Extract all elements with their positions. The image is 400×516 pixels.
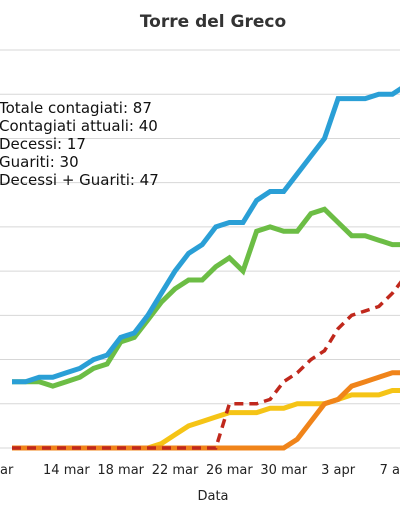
x-tick-labels: ar 14 mar 18 mar 22 mar 26 mar 30 mar 3 apr 7 a [0, 463, 400, 478]
chart-title: Torre del Greco [140, 12, 286, 32]
x-tick-label: 26 mar [206, 463, 253, 478]
legend-entry: Totale contagiati: 87 [0, 99, 152, 117]
legend-entry: Contagiati attuali: 40 [0, 117, 158, 135]
series-line-attuali [12, 206, 400, 389]
series-line-decessi [12, 370, 400, 451]
x-tick-label: 30 mar [260, 463, 307, 478]
legend-entry: Decessi + Guariti: 47 [0, 171, 159, 189]
x-tick-label: 3 apr [321, 463, 356, 478]
series-lines [12, 86, 400, 451]
series-line-decessi-guariti [12, 280, 400, 450]
x-tick-label: 22 mar [152, 463, 199, 478]
series-line-totale [12, 86, 400, 385]
x-tick-label: 18 mar [97, 463, 144, 478]
x-tick-label: ar [0, 463, 14, 478]
legend-entry: Guariti: 30 [0, 153, 79, 171]
legend-entry: Decessi: 17 [0, 135, 86, 153]
x-axis-label: Data [197, 489, 228, 504]
x-tick-label: 7 a [380, 463, 400, 478]
x-tick-label: 14 mar [43, 463, 90, 478]
grid-lines [0, 49, 400, 449]
